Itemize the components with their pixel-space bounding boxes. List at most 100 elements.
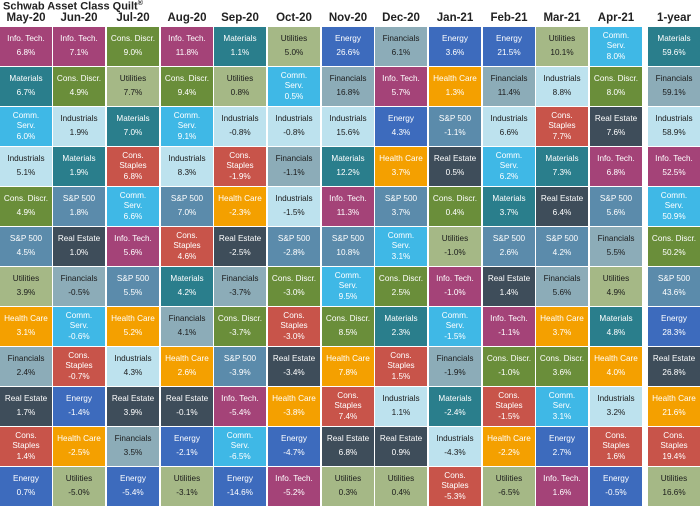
quilt-cell: Info. Tech. 5.6% [107, 227, 159, 266]
cell-value: 10.1% [550, 48, 574, 57]
cell-label: Comm. Serv. [12, 111, 40, 130]
quilt-cell: Industrials 1.9% [53, 107, 105, 146]
cell-label: Cons. Discr. [271, 274, 317, 283]
cell-label: Materials [599, 314, 633, 323]
cell-label: Info. Tech. [221, 394, 259, 403]
cell-value: 6.4% [552, 208, 572, 217]
quilt-cell: Info. Tech. -5.4% [214, 387, 266, 426]
quilt-cell: Utilities -1.0% [429, 227, 481, 266]
quilt-cell: Comm. Serv. -0.6% [53, 307, 105, 346]
cell-value: -3.0% [283, 288, 305, 297]
cell-value: 26.8% [662, 368, 686, 377]
cell-value: 7.6% [606, 128, 626, 137]
cell-value: 3.6% [445, 48, 465, 57]
cell-value: 21.5% [497, 48, 521, 57]
cell-value: 21.6% [662, 408, 686, 417]
quilt-cell: Real Estate 7.6% [590, 107, 642, 146]
cell-value: 9.5% [338, 292, 358, 301]
cell-label: Info. Tech. [168, 34, 206, 43]
cell-label: Cons. Discr. [3, 194, 49, 203]
cell-label: Info. Tech. [329, 194, 367, 203]
quilt-cell: Comm. Serv. 9.5% [322, 267, 374, 306]
quilt-cell: Info. Tech. 6.8% [590, 147, 642, 186]
cell-label: Cons. Discr. [539, 354, 585, 363]
cell-value: 2.6% [499, 248, 519, 257]
cell-value: 2.6% [177, 368, 197, 377]
cell-value: -1.9% [229, 172, 251, 181]
cell-value: 4.9% [606, 288, 626, 297]
cell-value: -3.8% [283, 408, 305, 417]
cell-value: 10.8% [336, 248, 360, 257]
cell-label: Financials [597, 234, 635, 243]
cell-value: 5.7% [391, 88, 411, 97]
quilt-cell: Financials -1.1% [268, 147, 320, 186]
cell-value: -5.4% [122, 488, 144, 497]
quilt-cell: Cons. Discr. 9.4% [161, 67, 213, 106]
quilt-cell: Cons. Staples 7.7% [536, 107, 588, 146]
cell-value: 52.5% [662, 168, 686, 177]
quilt-cell: Cons. Staples -1.5% [483, 387, 535, 426]
cell-value: -5.0% [68, 488, 90, 497]
cell-value: 2.7% [552, 448, 572, 457]
cell-value: 0.7% [16, 488, 36, 497]
cell-label: Real Estate [4, 394, 48, 403]
quilt-cell: Utilities 4.9% [590, 267, 642, 306]
cell-value: 6.7% [16, 88, 36, 97]
cell-value: 0.9% [391, 448, 411, 457]
quilt-cell: Industrials 1.1% [375, 387, 427, 426]
cell-label: Info. Tech. [275, 474, 313, 483]
cell-value: 2.3% [391, 328, 411, 337]
cell-label: S&P 500 [545, 234, 579, 243]
quilt-cell: Industrials 15.6% [322, 107, 374, 146]
cell-value: 7.0% [177, 208, 197, 217]
quilt-cell: Cons. Discr. 8.0% [590, 67, 642, 106]
cell-label: Industrials [329, 114, 367, 123]
quilt-cell: Comm. Serv. 6.6% [107, 187, 159, 226]
cell-label: Health Care [433, 74, 477, 83]
column-header: Sep-20 [221, 12, 259, 24]
column-header: Jan-21 [436, 12, 474, 24]
cell-label: Health Care [111, 314, 155, 323]
quilt-cell: S&P 500 43.6% [648, 267, 700, 306]
cell-label: Cons. Staples [495, 391, 523, 410]
cell-value: 8.8% [552, 88, 572, 97]
cell-label: Energy [335, 34, 361, 43]
quilt-cell: S&P 500 3.7% [375, 187, 427, 226]
quilt-cell: Info. Tech. 7.1% [53, 27, 105, 66]
cell-label: Financials [275, 154, 313, 163]
cell-label: Cons. Discr. [325, 314, 371, 323]
cell-value: 3.1% [16, 328, 36, 337]
cell-value: 3.5% [123, 448, 143, 457]
quilt-cell: Cons. Discr. 8.5% [322, 307, 374, 346]
quilt-cell: Materials 1.1% [214, 27, 266, 66]
cell-value: -4.7% [283, 448, 305, 457]
quilt-cell: Comm. Serv. 6.2% [483, 147, 535, 186]
quilt-cell: Cons. Staples 1.5% [375, 347, 427, 386]
quilt-cell: Financials 11.4% [483, 67, 535, 106]
cell-label: Industrials [436, 434, 474, 443]
cell-label: Cons. Staples [226, 151, 254, 170]
cell-label: Real Estate [540, 194, 584, 203]
column-header: Oct-20 [276, 12, 312, 24]
cell-value: -1.0% [444, 248, 466, 257]
cell-value: 15.6% [336, 128, 360, 137]
cell-value: -3.7% [229, 328, 251, 337]
cell-value: 4.2% [552, 248, 572, 257]
cell-value: 7.1% [69, 48, 89, 57]
cell-value: -3.7% [229, 288, 251, 297]
cell-value: 8.5% [338, 328, 358, 337]
quilt-cell: Utilities -5.0% [53, 467, 105, 506]
cell-value: 4.2% [177, 288, 197, 297]
cell-label: Cons. Discr. [217, 314, 263, 323]
cell-value: 1.5% [391, 372, 411, 381]
cell-value: -2.8% [283, 248, 305, 257]
quilt-cell: Health Care 1.3% [429, 67, 481, 106]
cell-label: Comm. Serv. [660, 191, 688, 210]
cell-value: 1.3% [445, 88, 465, 97]
cell-label: Utilities [660, 474, 688, 483]
cell-value: 16.6% [662, 488, 686, 497]
cell-value: 4.5% [16, 248, 36, 257]
quilt-cell: Cons. Discr. 4.9% [0, 187, 52, 226]
cell-value: 4.6% [177, 252, 197, 261]
cell-label: Cons. Staples [12, 431, 40, 450]
